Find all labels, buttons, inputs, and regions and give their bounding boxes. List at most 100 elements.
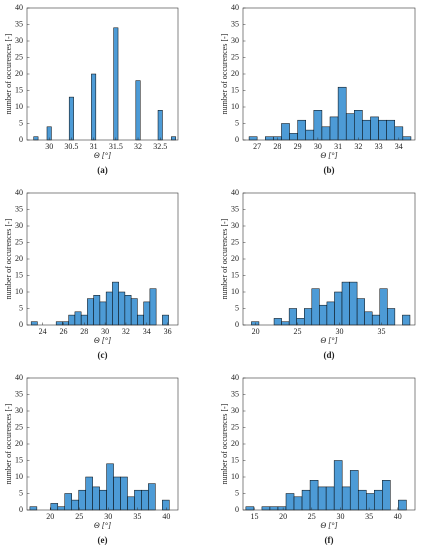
y-tick-label: 5	[235, 118, 239, 127]
x-tick-label: 31	[334, 142, 342, 151]
y-tick-label: 30	[15, 221, 23, 230]
bar	[64, 493, 72, 511]
x-tick-label: 28	[80, 327, 88, 336]
x-axis-label: Θ [°]	[94, 336, 111, 345]
y-tick-label: 10	[15, 102, 23, 111]
bar	[326, 301, 335, 326]
bar	[141, 489, 149, 511]
y-tick-label: 35	[15, 204, 23, 213]
bar	[362, 119, 371, 141]
bar	[93, 295, 101, 326]
x-tick-label: 15	[250, 512, 258, 521]
x-tick-label: 30.5	[64, 142, 78, 151]
bar	[325, 486, 335, 511]
bar	[374, 489, 383, 511]
y-tick-label: 10	[231, 472, 239, 481]
x-tick-label: 30	[101, 327, 109, 336]
bar	[321, 126, 331, 141]
bar	[337, 86, 347, 141]
y-tick-label: 0	[19, 320, 23, 329]
caption: (b)	[324, 165, 335, 175]
y-tick-label: 20	[15, 254, 23, 263]
y-tick-label: 35	[15, 19, 23, 28]
y-tick-label: 0	[235, 135, 239, 144]
y-tick-label: 5	[19, 118, 23, 127]
bar	[313, 110, 323, 141]
y-axis-label: number of occurences [-]	[220, 403, 229, 484]
bar	[345, 113, 355, 141]
bar	[112, 281, 119, 326]
bar	[78, 489, 86, 511]
caption: (f)	[325, 535, 334, 545]
bar	[143, 301, 151, 326]
bar	[68, 314, 76, 326]
bar	[148, 483, 156, 511]
x-tick-label: 20	[46, 512, 54, 521]
x-tick-label: 27	[253, 142, 261, 151]
x-tick-label: 32	[122, 327, 130, 336]
panel: 0 5 10 15 20 25 30 35 40 27 28 29 30 31 32 33 34 Θ [°] num…	[220, 3, 416, 175]
bar	[386, 119, 396, 141]
x-tick-label: 24	[39, 327, 47, 336]
y-tick-label: 40	[231, 3, 239, 12]
bar	[387, 308, 396, 326]
bar	[293, 496, 303, 511]
x-tick-label: 26	[59, 327, 67, 336]
x-tick-label: 25	[308, 512, 316, 521]
y-tick-label: 40	[231, 373, 239, 382]
caption: (e)	[98, 535, 108, 545]
bar	[74, 311, 82, 326]
bar	[309, 480, 319, 511]
x-tick-label: 30	[335, 327, 343, 336]
bar	[281, 123, 290, 141]
bar	[113, 27, 119, 141]
x-tick-label: 35	[365, 512, 373, 521]
bar	[127, 496, 135, 511]
y-tick-label: 20	[15, 439, 23, 448]
bar	[402, 136, 412, 141]
bar	[92, 486, 100, 511]
bar	[30, 321, 38, 326]
bar	[382, 480, 391, 511]
x-tick-label: 34	[395, 142, 403, 151]
caption: (c)	[98, 350, 108, 360]
bar	[29, 506, 38, 511]
x-tick-label: 20	[252, 327, 260, 336]
x-tick-label: 32	[134, 142, 142, 151]
y-tick-label: 15	[231, 270, 239, 279]
x-axis-label: Θ [°]	[320, 151, 337, 160]
x-tick-label: 35	[133, 512, 141, 521]
bar	[55, 321, 63, 326]
bar	[57, 506, 65, 511]
y-tick-label: 35	[231, 389, 239, 398]
y-axis-label: number of occurences [-]	[4, 218, 13, 299]
y-tick-label: 20	[231, 69, 239, 78]
y-tick-label: 15	[15, 270, 23, 279]
bar	[303, 308, 313, 326]
bar	[251, 321, 260, 326]
x-tick-label: 25	[294, 327, 302, 336]
bar	[68, 96, 74, 141]
y-tick-label: 40	[15, 373, 23, 382]
bar	[135, 80, 141, 141]
y-tick-label: 25	[15, 52, 23, 61]
y-axis-label: number of occurences [-]	[4, 33, 13, 114]
y-tick-label: 15	[231, 455, 239, 464]
y-axis-label: number of occurences [-]	[220, 33, 229, 114]
x-tick-label: 30	[314, 142, 322, 151]
x-tick-label: 31.5	[109, 142, 123, 151]
bar	[356, 298, 365, 326]
bar	[305, 129, 315, 141]
y-tick-label: 40	[231, 188, 239, 197]
bar	[261, 506, 271, 511]
bar	[364, 311, 373, 326]
y-tick-label: 40	[15, 188, 23, 197]
bar	[334, 291, 343, 326]
panel: 0 5 10 15 20 25 30 35 40 24 26 28 30 32 34 36 Θ [°] numbe…	[4, 188, 179, 360]
y-axis-label: number of occurences [-]	[4, 403, 13, 484]
bar	[370, 116, 379, 141]
x-tick-label: 35	[377, 327, 385, 336]
y-tick-label: 10	[15, 472, 23, 481]
bar	[124, 295, 132, 326]
